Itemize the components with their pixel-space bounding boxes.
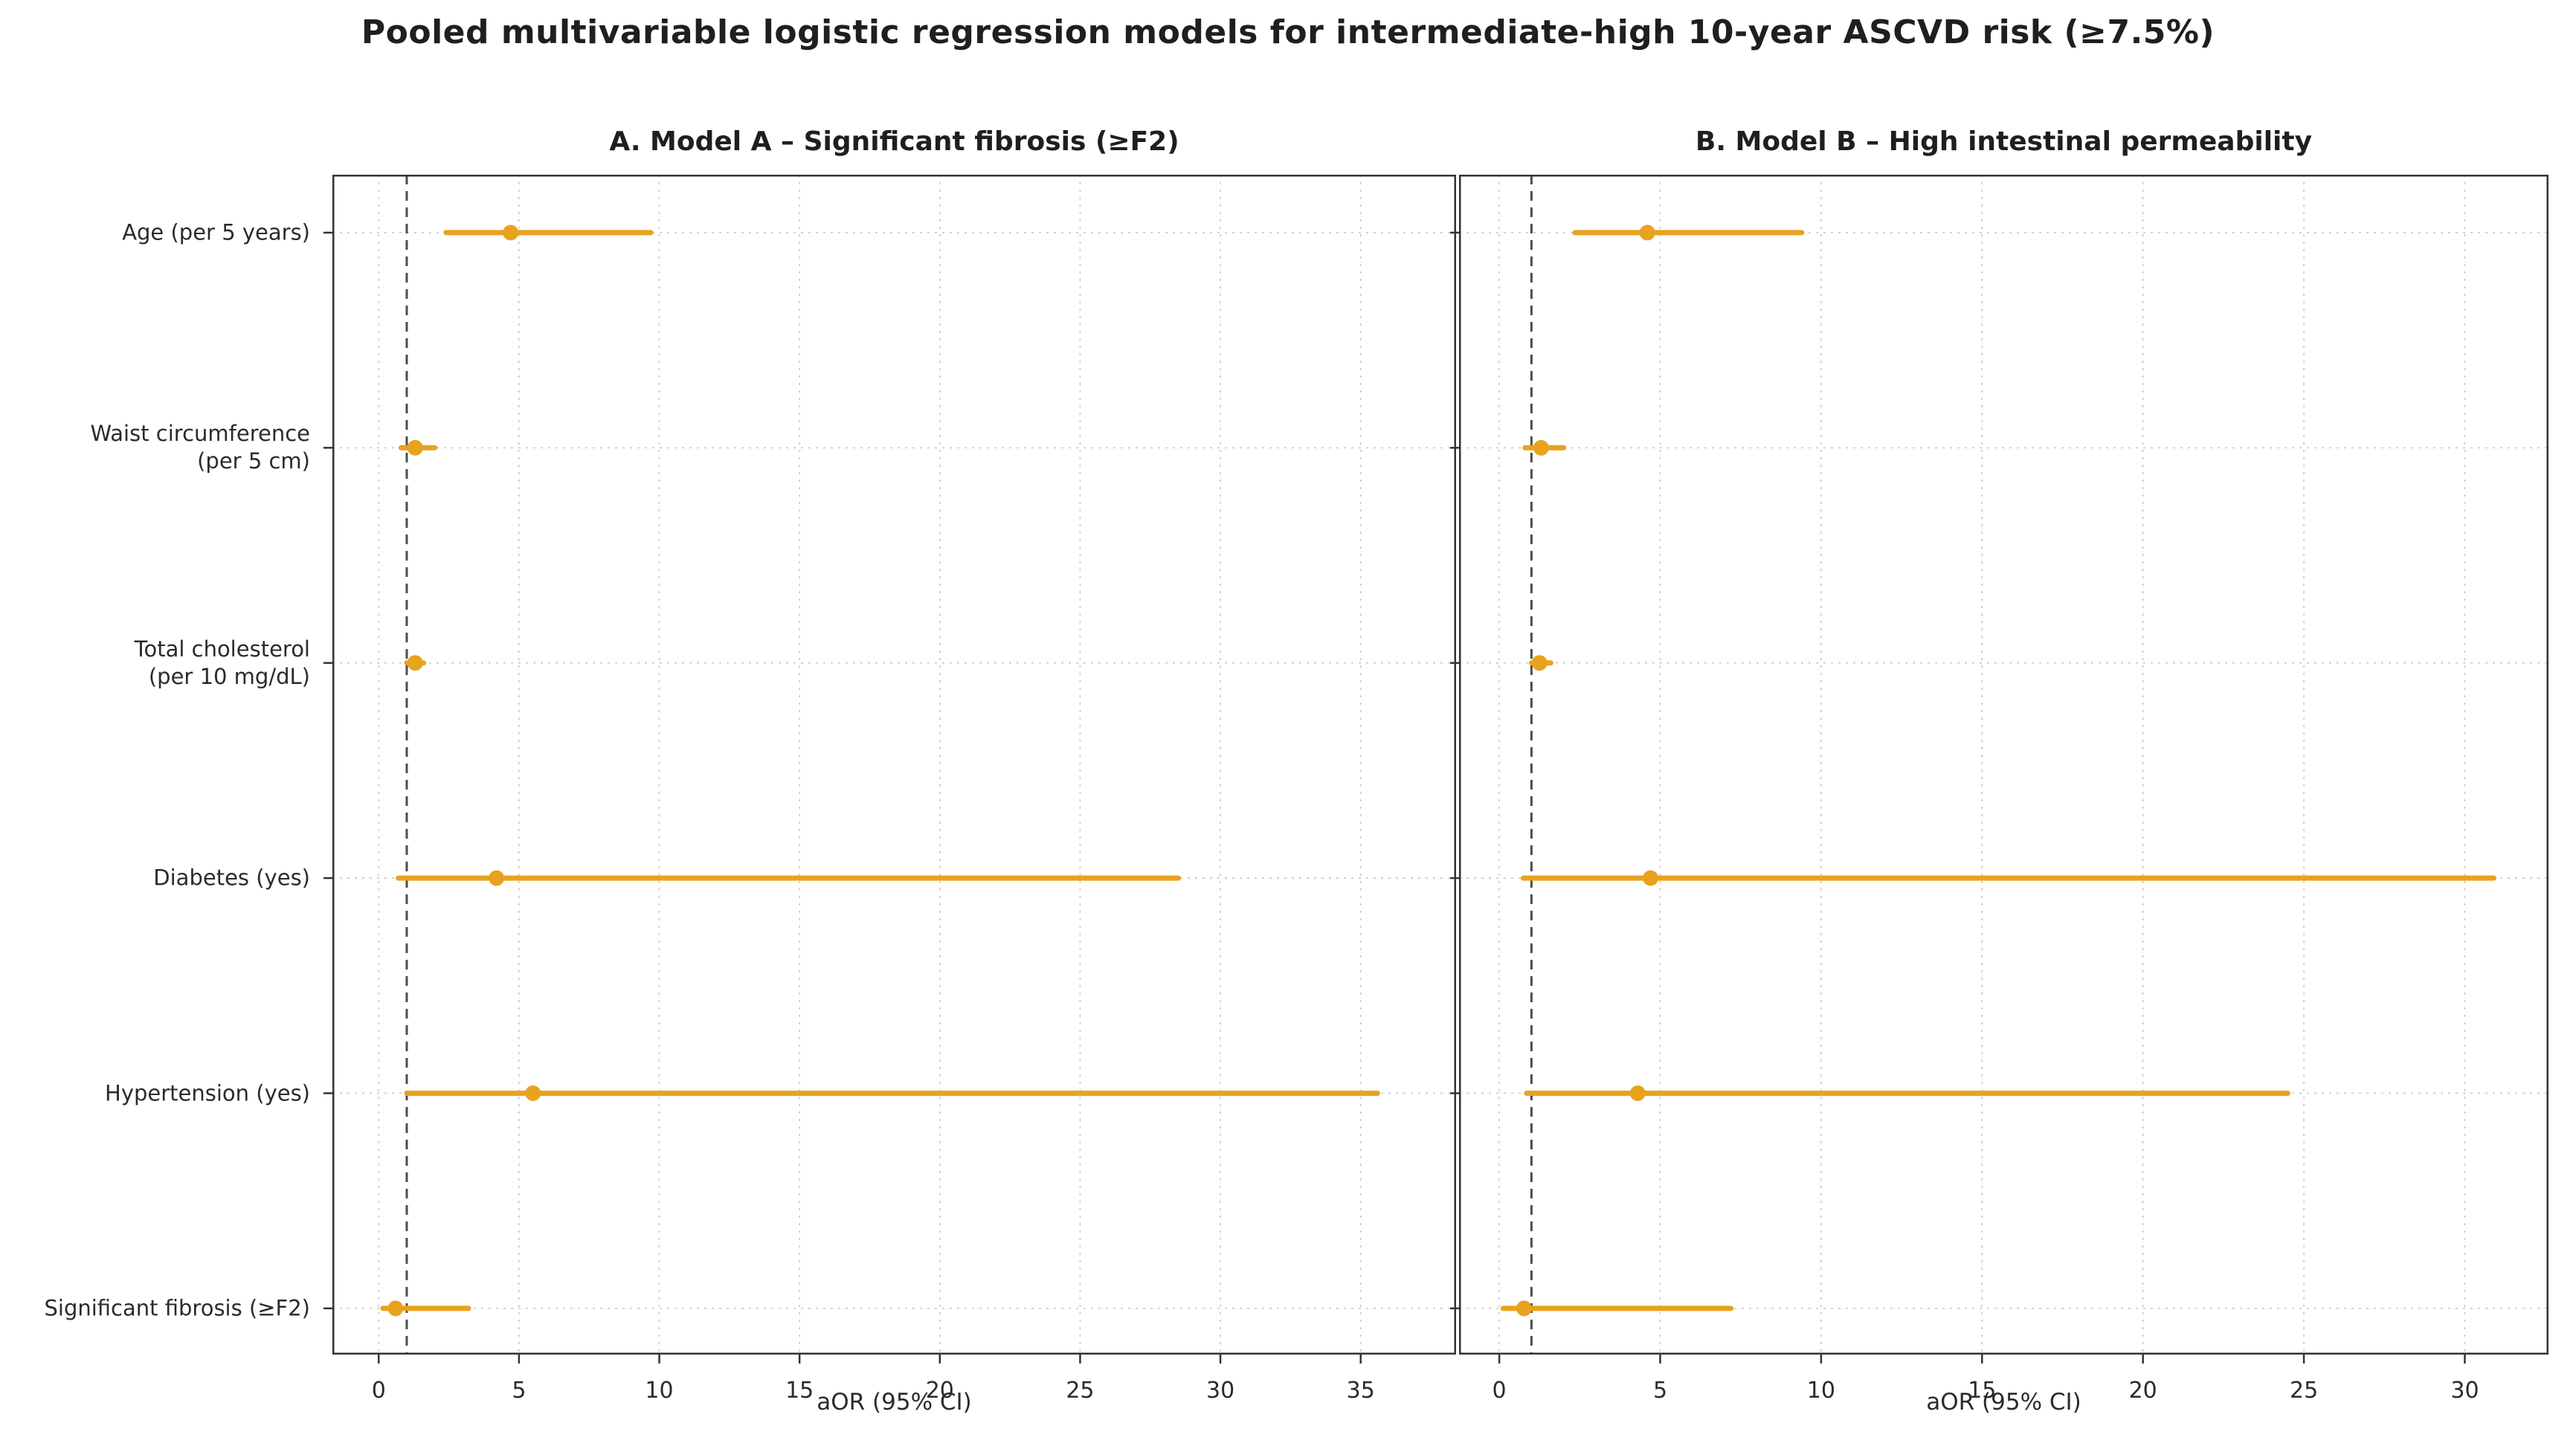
x-tick-label: 0 <box>1493 1378 1507 1404</box>
x-tick-label: 0 <box>372 1378 386 1404</box>
y-axis-label-diabetes: Diabetes (yes) <box>153 865 310 891</box>
x-axis-label-panel-a: aOR (95% CI) <box>817 1389 972 1416</box>
x-tick-label: 25 <box>1066 1378 1094 1404</box>
y-axis-label-hypertension: Hypertension (yes) <box>105 1080 310 1106</box>
x-tick-label: 25 <box>2290 1378 2318 1404</box>
aor-marker <box>489 870 505 886</box>
y-axis-label-cholesterol: Total cholesterol (per 10 mg/dL) <box>134 636 310 689</box>
y-axis-label-fibrosis: Significant fibrosis (≥F2) <box>44 1295 310 1321</box>
aor-marker <box>407 439 423 456</box>
x-tick-label: 10 <box>645 1378 673 1404</box>
aor-marker <box>387 1300 404 1317</box>
panel-a-plot: 0 5 10 15 20 25 30 35 <box>323 175 1456 1404</box>
x-tick-label: 10 <box>1807 1378 1835 1404</box>
x-tick-label: 15 <box>1968 1378 1996 1404</box>
chart-title: Pooled multivariable logistic regression… <box>361 13 2215 51</box>
x-tick-label: 35 <box>1347 1378 1375 1404</box>
x-tick-label: 15 <box>785 1378 814 1404</box>
aor-marker <box>1533 439 1549 456</box>
y-axis-label-age: Age (per 5 years) <box>122 219 310 245</box>
x-tick-label: 20 <box>926 1378 954 1404</box>
x-tick-label: 20 <box>2129 1378 2157 1404</box>
aor-marker <box>1516 1300 1532 1317</box>
x-tick-label: 30 <box>2450 1378 2479 1404</box>
panel-b-plot: 0 5 10 15 20 25 30 <box>1450 175 2548 1404</box>
aor-marker <box>525 1085 541 1101</box>
panel-a-title: A. Model A – Significant fibrosis (≥F2) <box>609 126 1179 157</box>
aor-marker <box>1531 655 1548 671</box>
aor-marker <box>1639 225 1655 241</box>
y-axis-label-waist: Waist circumference (per 5 cm) <box>90 420 310 474</box>
x-axis-label-panel-b: aOR (95% CI) <box>1926 1389 2081 1416</box>
aor-marker <box>1643 870 1659 886</box>
x-tick-label: 5 <box>1653 1378 1667 1404</box>
aor-marker <box>503 225 519 241</box>
plot-frame <box>332 175 1456 1355</box>
plot-frame <box>1459 175 2548 1355</box>
panel-b-title: B. Model B – High intestinal permeabilit… <box>1695 126 2313 157</box>
x-tick-label: 30 <box>1206 1378 1234 1404</box>
aor-marker <box>1629 1085 1646 1101</box>
aor-marker <box>407 655 423 671</box>
x-tick-label: 5 <box>512 1378 526 1404</box>
